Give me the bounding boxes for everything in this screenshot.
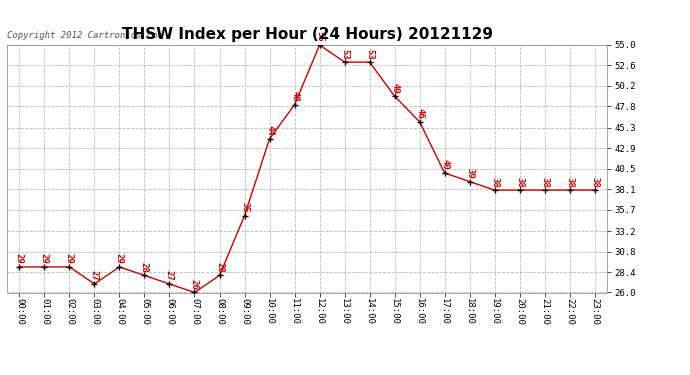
Text: Copyright 2012 Cartronics.com: Copyright 2012 Cartronics.com [7, 31, 163, 40]
Text: 49: 49 [390, 82, 399, 93]
Title: THSW Index per Hour (24 Hours) 20121129: THSW Index per Hour (24 Hours) 20121129 [121, 27, 493, 42]
Text: 53: 53 [365, 48, 374, 59]
Text: 48: 48 [290, 91, 299, 102]
Text: 28: 28 [140, 262, 149, 273]
Text: 39: 39 [465, 168, 474, 179]
Text: 46: 46 [415, 108, 424, 119]
Text: 38: 38 [490, 177, 499, 187]
Text: 38: 38 [590, 177, 599, 187]
Text: 29: 29 [40, 254, 49, 264]
Text: 40: 40 [440, 159, 449, 170]
Text: 35: 35 [240, 202, 249, 213]
Text: 27: 27 [165, 270, 174, 281]
Text: 26: 26 [190, 279, 199, 290]
Text: 55: 55 [315, 32, 324, 42]
Text: 38: 38 [515, 177, 524, 187]
Text: 29: 29 [15, 254, 24, 264]
Text: 29: 29 [65, 254, 74, 264]
Text: 29: 29 [115, 254, 124, 264]
Text: 38: 38 [540, 177, 549, 187]
Text: 27: 27 [90, 270, 99, 281]
Text: 53: 53 [340, 48, 349, 59]
Text: THSW  (°F): THSW (°F) [624, 2, 677, 11]
Text: 28: 28 [215, 262, 224, 273]
Text: 44: 44 [265, 125, 274, 136]
Text: 38: 38 [565, 177, 574, 187]
